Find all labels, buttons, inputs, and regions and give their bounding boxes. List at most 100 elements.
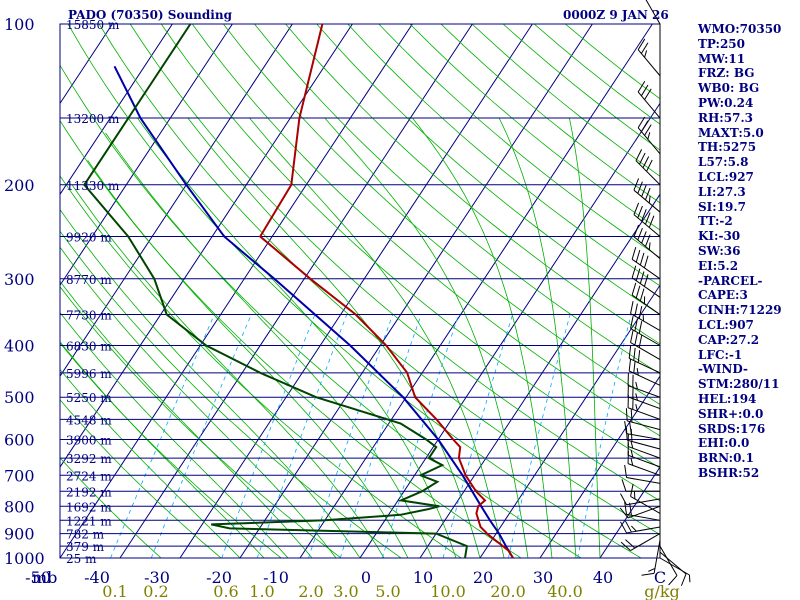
barb-feather: [635, 393, 638, 401]
wind-barb: [633, 202, 661, 237]
dry-adiabat: [67, 24, 642, 558]
index-entry: -WIND-: [698, 362, 748, 377]
barb-staff: [630, 342, 661, 360]
height-label: 15850 m: [66, 18, 120, 32]
dry-adiabat: [98, 24, 660, 535]
barb-feather: [630, 409, 633, 423]
mixing-ratio-line: [507, 314, 571, 558]
temperature-tick-label: -30: [144, 568, 170, 587]
height-label: 2724 m: [66, 469, 112, 483]
pressure-tick-label: 600: [4, 431, 35, 450]
wind-barb: [637, 38, 661, 77]
dewpoint-line: [83, 24, 469, 558]
temperature-tick-label: -40: [84, 568, 110, 587]
index-entry: CAP:27.2: [698, 332, 760, 347]
barb-feather: [648, 242, 651, 250]
index-entry: TT:-2: [698, 214, 733, 229]
barb-staff: [659, 551, 687, 575]
barb-feather: [624, 421, 628, 434]
mixing-ratio-tick-label: 1.0: [249, 582, 274, 600]
height-label: 7730 m: [66, 309, 112, 323]
background-grid: [60, 24, 660, 558]
dry-adiabat: [191, 24, 660, 437]
mixing-ratio-line: [381, 314, 459, 558]
barb-staff: [645, 0, 661, 25]
barb-staff: [630, 495, 661, 514]
temperature-tick-label: 0: [361, 568, 371, 587]
dry-adiabat: [60, 342, 282, 558]
barb-feather: [633, 347, 636, 361]
moist-adiabat: [187, 117, 481, 558]
barb-staff: [627, 505, 661, 519]
index-entry: FRZ: BG: [698, 66, 755, 81]
height-label: 5250 m: [66, 391, 112, 405]
isotherm-line: [239, 24, 593, 558]
mixing-ratio-line: [577, 314, 632, 558]
barb-staff: [631, 258, 661, 280]
pressure-tick-label: 1000: [4, 549, 45, 568]
barb-feather: [644, 187, 651, 201]
wind-barb: [624, 464, 661, 484]
barb-feather: [625, 408, 628, 421]
barb-feather: [630, 441, 634, 449]
barb-feather: [620, 521, 627, 534]
isotherm-line: [60, 24, 293, 378]
barb-staff: [626, 433, 661, 441]
barb-feather: [630, 330, 634, 343]
index-entry: CINH:71229: [698, 303, 782, 318]
mixing-ratio-tick-label: 10.0: [430, 582, 466, 600]
dry-adiabat: [347, 24, 660, 287]
dry-adiabat: [223, 24, 660, 405]
mixing-ratio-line: [110, 314, 215, 558]
stability-indices-panel: WMO:70350 TP:250 MW:11 FRZ: BG WB0: BG PW:0.2…: [698, 22, 798, 481]
mixing-ratio-tick-label: 0.2: [143, 582, 168, 600]
barb-staff: [627, 396, 661, 410]
barb-staff: [627, 463, 661, 476]
mixing-ratio-tick-label: 3.0: [333, 582, 358, 600]
index-entry: STM:280/11: [698, 377, 780, 392]
barb-staff: [633, 189, 661, 213]
temperature-tick-label: 40: [593, 568, 613, 587]
pressure-tick-label: 400: [4, 337, 35, 356]
index-entry: MW:11: [698, 51, 746, 66]
barb-staff: [659, 545, 678, 576]
wind-barb: [659, 545, 678, 586]
barb-staff: [627, 385, 661, 398]
dry-adiabat: [60, 175, 462, 558]
wind-barb: [641, 539, 661, 576]
wind-barb: [620, 493, 661, 506]
wind-barb: [627, 372, 661, 398]
barb-feather: [639, 288, 645, 301]
wind-barb: [630, 301, 661, 331]
index-entry: EI:5.2: [698, 258, 739, 273]
barb-feather: [640, 120, 649, 132]
barb-feather: [631, 265, 637, 278]
dry-adiabat: [316, 24, 660, 316]
wind-barb: [631, 265, 661, 298]
pressure-tick-label: 300: [4, 270, 35, 289]
barb-feather: [639, 271, 645, 284]
dry-adiabat: [378, 24, 660, 259]
index-entry: RH:57.3: [698, 110, 753, 125]
barb-feather: [633, 224, 640, 237]
barb-feather: [624, 501, 628, 515]
barb-feather: [633, 202, 640, 215]
barb-feather: [628, 358, 632, 372]
mixing-ratio-line: [256, 314, 348, 558]
index-entry: WMO:70350: [698, 22, 782, 36]
mixing-ratio-tick-label: 20.0: [490, 582, 526, 600]
barb-feather: [629, 502, 632, 516]
barb-feather: [637, 205, 643, 219]
barb-feather: [629, 421, 632, 435]
index-entry: WB0: BG: [698, 81, 760, 96]
wind-barb: [633, 178, 661, 213]
wind-barb: [633, 224, 661, 259]
barb-feather: [668, 575, 678, 586]
barb-staff: [627, 454, 661, 468]
isotherm-line: [60, 24, 233, 287]
mixing-ratio-tick-label: 40.0: [547, 582, 583, 600]
barb-feather: [634, 303, 638, 317]
wind-barb: [637, 116, 661, 155]
isotherm-line: [119, 24, 473, 558]
